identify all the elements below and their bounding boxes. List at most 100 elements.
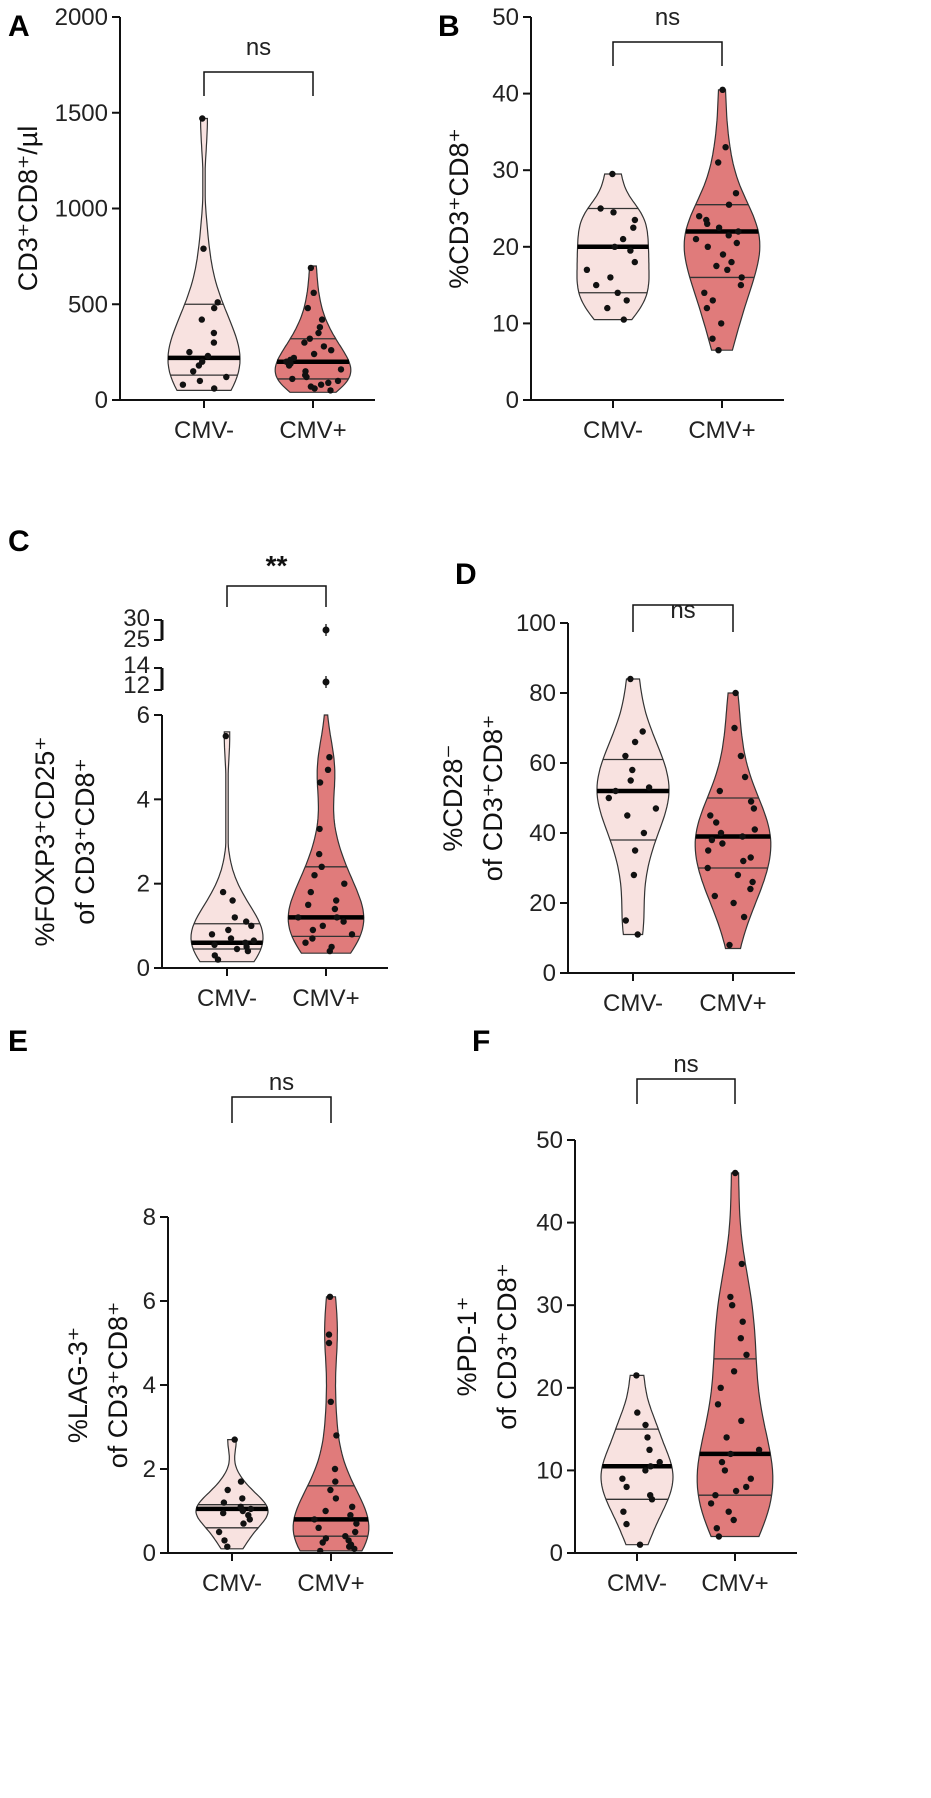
data-point xyxy=(198,316,205,323)
data-point xyxy=(724,266,731,273)
data-point xyxy=(738,274,745,281)
data-point xyxy=(739,1318,746,1325)
data-point xyxy=(315,329,322,337)
y-tick-label: 14 xyxy=(123,652,150,679)
data-point xyxy=(627,247,634,254)
y-tick-label: 8 xyxy=(143,1204,156,1231)
violin-body xyxy=(167,117,241,391)
data-point xyxy=(725,232,732,239)
data-point xyxy=(642,1467,649,1474)
data-point xyxy=(648,1496,656,1503)
y-tick-label: 40 xyxy=(529,820,556,847)
violin-CMV+ xyxy=(274,264,352,394)
y-tick-label: 1500 xyxy=(55,100,108,127)
violin-body xyxy=(596,678,670,936)
violin-CMV- xyxy=(596,675,670,938)
y-tick-label: 500 xyxy=(68,291,108,318)
panel-F: F 0 10 20 30 40 50 CMV- CMV+ %PD-1⁺ of CD3⁺CD8⁺ ns xyxy=(452,1025,797,1597)
data-point xyxy=(334,377,342,385)
data-point xyxy=(333,914,341,921)
data-point xyxy=(743,1351,750,1359)
data-point xyxy=(631,738,639,746)
y-axis-label-line2: of CD3⁺CD8⁺ xyxy=(103,1302,133,1469)
data-point xyxy=(646,1446,653,1454)
y-tick-label: 10 xyxy=(536,1457,563,1484)
data-point xyxy=(317,1547,324,1555)
data-point xyxy=(307,888,314,896)
y-tick-label: 80 xyxy=(529,680,556,707)
x-tick-label: CMV+ xyxy=(699,990,766,1017)
significance-bracket xyxy=(636,1078,736,1104)
y-tick-label: 50 xyxy=(536,1127,563,1154)
data-point xyxy=(195,362,203,369)
data-point xyxy=(639,728,646,735)
data-point xyxy=(227,935,235,942)
panel-B: B 0 10 20 30 40 50 CMV- CMV+ %CD3⁺CD8⁺ ns xyxy=(438,4,784,444)
data-point xyxy=(583,266,591,273)
violin-body xyxy=(694,692,772,950)
data-point xyxy=(597,205,604,212)
data-point xyxy=(326,1293,334,1301)
data-point xyxy=(727,1293,734,1301)
data-point xyxy=(328,347,335,354)
data-point xyxy=(629,766,636,774)
data-point xyxy=(311,1516,318,1523)
data-point xyxy=(319,1539,326,1546)
y-tick-label: 0 xyxy=(506,387,519,414)
data-point xyxy=(327,1486,334,1494)
data-point xyxy=(715,347,722,354)
data-point xyxy=(647,1463,654,1470)
data-point xyxy=(332,1495,340,1502)
x-tick-label: CMV+ xyxy=(297,1570,364,1597)
data-point xyxy=(719,251,727,258)
y-tick-label: 60 xyxy=(529,750,556,777)
y-axis-label-line1: %PD-1⁺ xyxy=(452,1297,482,1397)
data-point xyxy=(712,1492,719,1499)
data-point xyxy=(604,304,611,312)
y-axis-label-line1: %CD28⁻ xyxy=(438,744,468,851)
violin-CMV- xyxy=(576,170,650,323)
panel-D: D 0 20 40 60 80 100 CMV- CMV+ %CD28⁻ of CD3⁺CD8⁺ ns xyxy=(438,558,795,1017)
data-point xyxy=(696,213,703,220)
data-point xyxy=(289,375,296,383)
data-point xyxy=(346,1543,353,1550)
data-point xyxy=(610,209,617,216)
data-point xyxy=(199,115,206,122)
data-point xyxy=(229,897,236,904)
data-point xyxy=(301,339,308,346)
data-point xyxy=(619,1475,626,1482)
data-point xyxy=(222,732,229,740)
y-tick-label: 40 xyxy=(536,1210,563,1237)
data-point xyxy=(714,1401,722,1408)
x-tick-label: CMV- xyxy=(202,1570,262,1597)
data-point xyxy=(196,377,204,385)
data-point xyxy=(727,1450,734,1458)
data-point xyxy=(620,1508,627,1515)
violin-body xyxy=(287,714,365,954)
data-point xyxy=(326,947,333,955)
data-point xyxy=(627,675,634,683)
significance-bracket xyxy=(612,41,723,66)
data-point xyxy=(717,1384,724,1392)
data-point xyxy=(224,1543,231,1550)
data-point xyxy=(623,297,630,304)
data-point xyxy=(631,258,638,266)
data-point xyxy=(316,324,324,331)
violin-CMV+ xyxy=(694,689,772,950)
data-point xyxy=(644,1434,651,1441)
data-point xyxy=(210,329,218,337)
data-point xyxy=(715,159,722,166)
data-point xyxy=(331,905,339,913)
data-point xyxy=(709,297,716,304)
data-point xyxy=(740,913,748,921)
data-point xyxy=(755,1446,763,1454)
significance-label: ns xyxy=(269,1069,294,1096)
data-point xyxy=(211,941,218,948)
data-point xyxy=(728,258,735,266)
data-point xyxy=(631,847,639,854)
significance-bracket xyxy=(203,71,314,96)
y-axis-label-line1: %FOXP3⁺CD25⁺ xyxy=(30,736,60,946)
data-point xyxy=(716,787,723,795)
data-point xyxy=(309,926,317,934)
